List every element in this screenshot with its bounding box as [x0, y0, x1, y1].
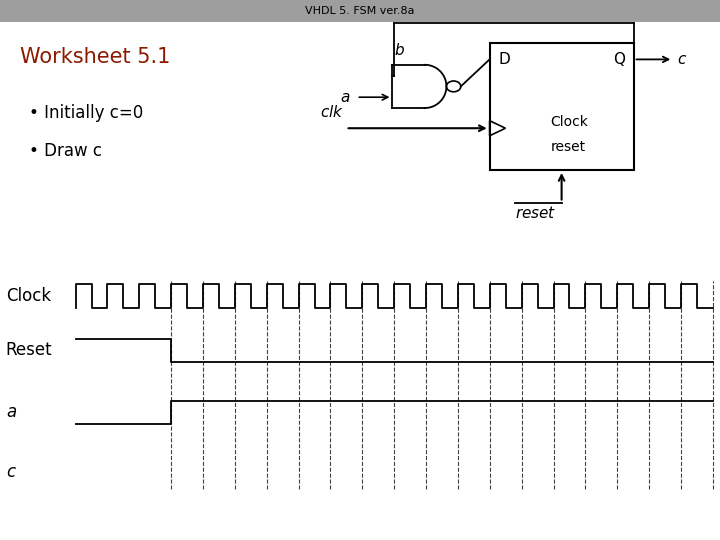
Text: $reset$: $reset$	[515, 205, 557, 221]
Bar	[0, 0, 720, 22]
Text: $c$: $c$	[6, 463, 17, 481]
Text: VHDL 5. FSM ver.8a: VHDL 5. FSM ver.8a	[305, 6, 415, 16]
Text: reset: reset	[552, 140, 586, 154]
Text: Reset: Reset	[6, 341, 53, 359]
Text: Q: Q	[613, 52, 625, 67]
Text: $a$: $a$	[341, 90, 351, 105]
Text: Clock: Clock	[6, 287, 51, 305]
Text: D: D	[498, 52, 510, 67]
Text: $c$: $c$	[677, 52, 687, 67]
Text: Clock: Clock	[550, 115, 588, 129]
Text: • Initially c=0: • Initially c=0	[29, 104, 143, 123]
Text: • Draw c: • Draw c	[29, 142, 102, 160]
Bar	[490, 43, 634, 170]
Text: Worksheet 5.1: Worksheet 5.1	[20, 46, 171, 67]
Text: $a$: $a$	[6, 403, 17, 421]
Text: $clk$: $clk$	[320, 104, 344, 120]
Text: $b$: $b$	[394, 42, 405, 58]
